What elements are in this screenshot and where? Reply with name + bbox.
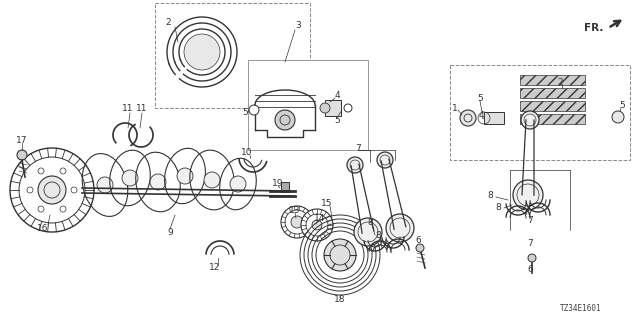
Circle shape: [230, 176, 246, 192]
Text: 13: 13: [289, 205, 301, 214]
Text: 4: 4: [334, 91, 340, 100]
Circle shape: [150, 174, 166, 190]
Circle shape: [177, 168, 193, 184]
Text: 8: 8: [487, 190, 493, 199]
Text: 5: 5: [619, 100, 625, 109]
Circle shape: [528, 254, 536, 262]
Circle shape: [347, 157, 363, 173]
Circle shape: [324, 239, 356, 271]
Bar: [520, 114, 585, 124]
Text: 2: 2: [557, 77, 563, 86]
Text: 5: 5: [477, 93, 483, 102]
Bar: [520, 88, 585, 98]
Text: 19: 19: [272, 179, 284, 188]
Text: 6: 6: [527, 266, 533, 275]
Bar: [325, 100, 341, 116]
Bar: [248, 60, 368, 150]
Text: 3: 3: [295, 20, 301, 29]
Circle shape: [122, 170, 138, 186]
Text: TZ34E1601: TZ34E1601: [560, 304, 602, 313]
Bar: [520, 75, 585, 85]
Text: 6: 6: [415, 236, 421, 244]
Text: 7: 7: [527, 215, 533, 225]
Text: 7: 7: [527, 238, 533, 247]
Circle shape: [521, 111, 539, 129]
Circle shape: [291, 216, 303, 228]
Text: 15: 15: [321, 198, 333, 207]
Bar: [281, 182, 289, 192]
Text: 8: 8: [367, 218, 373, 227]
Circle shape: [377, 152, 393, 168]
Circle shape: [386, 214, 414, 242]
Text: 5: 5: [334, 116, 340, 124]
Text: FR.: FR.: [584, 23, 603, 33]
Text: 7: 7: [355, 143, 361, 153]
Circle shape: [460, 110, 476, 126]
Circle shape: [204, 172, 220, 188]
Text: 1: 1: [452, 103, 458, 113]
Circle shape: [17, 150, 27, 160]
Text: 4: 4: [478, 110, 484, 119]
Text: 18: 18: [334, 295, 346, 305]
Circle shape: [301, 209, 333, 241]
Text: 9: 9: [167, 228, 173, 236]
Circle shape: [344, 104, 352, 112]
Text: 2: 2: [165, 18, 171, 27]
Bar: [155, 3, 310, 108]
Text: 14: 14: [314, 213, 326, 222]
Circle shape: [612, 111, 624, 123]
Text: 10: 10: [241, 148, 253, 156]
Bar: [484, 112, 504, 124]
Circle shape: [416, 244, 424, 252]
Text: 8: 8: [495, 203, 501, 212]
Text: 16: 16: [37, 223, 49, 233]
Text: 5: 5: [242, 108, 248, 116]
Circle shape: [354, 218, 382, 246]
Text: 12: 12: [209, 263, 221, 273]
Circle shape: [312, 220, 322, 230]
Circle shape: [281, 206, 313, 238]
Circle shape: [320, 103, 330, 113]
Circle shape: [38, 176, 66, 204]
Bar: [520, 101, 585, 111]
Text: 11: 11: [122, 103, 134, 113]
Bar: [450, 65, 630, 160]
Circle shape: [184, 34, 220, 70]
Circle shape: [275, 110, 295, 130]
Text: 17: 17: [16, 135, 28, 145]
Circle shape: [97, 177, 113, 193]
Circle shape: [10, 148, 94, 232]
Text: 8: 8: [375, 230, 381, 239]
Text: 11: 11: [136, 103, 148, 113]
Circle shape: [249, 105, 259, 115]
Circle shape: [513, 180, 543, 210]
